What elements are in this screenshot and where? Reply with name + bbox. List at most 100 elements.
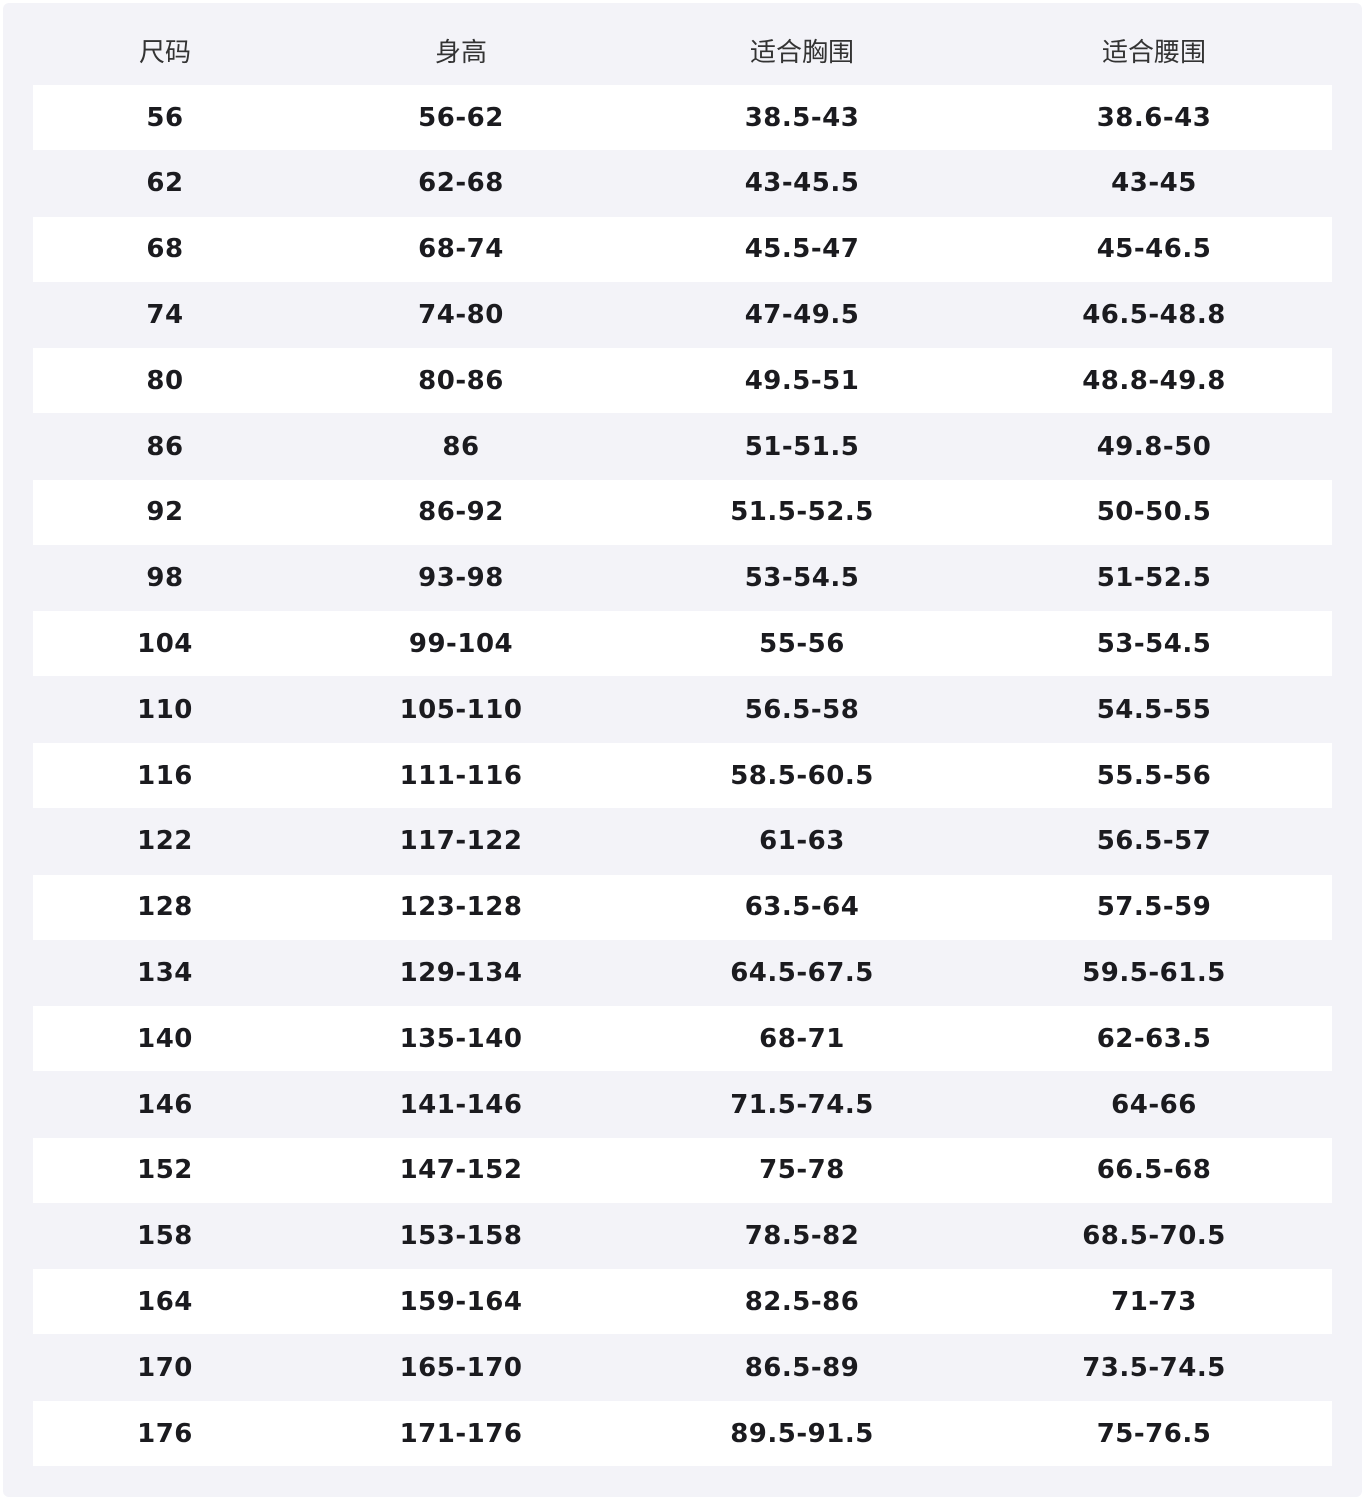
cell-chest: 55-56 <box>759 628 845 659</box>
header-chest: 适合胸围 <box>749 38 855 68</box>
cell-chest: 45.5-47 <box>744 234 860 265</box>
cell-chest: 61-63 <box>759 826 845 857</box>
table-row: 74 74-80 47-49.5 46.5-48.8 <box>33 282 1332 347</box>
cell-chest: 49.5-51 <box>744 365 860 396</box>
cell-waist: 71-73 <box>1111 1286 1197 1317</box>
table-row: 116 111-116 58.5-60.5 55.5-56 <box>33 743 1332 808</box>
cell-waist: 50-50.5 <box>1096 497 1212 528</box>
cell-size: 152 <box>137 1155 193 1186</box>
cell-size: 164 <box>137 1286 193 1317</box>
cell-height: 74-80 <box>418 299 504 330</box>
cell-waist: 66.5-68 <box>1096 1155 1212 1186</box>
table-row: 152 147-152 75-78 66.5-68 <box>33 1137 1332 1203</box>
cell-waist: 45-46.5 <box>1096 234 1212 265</box>
cell-waist: 53-54.5 <box>1096 628 1212 659</box>
cell-chest: 82.5-86 <box>744 1286 860 1317</box>
cell-waist: 56.5-57 <box>1096 826 1212 857</box>
cell-size: 98 <box>146 563 184 594</box>
cell-size: 74 <box>146 299 184 330</box>
cell-height: 147-152 <box>399 1155 523 1186</box>
cell-size: 128 <box>137 892 193 923</box>
cell-chest: 78.5-82 <box>744 1221 860 1252</box>
cell-size: 116 <box>137 760 193 791</box>
cell-chest: 86.5-89 <box>744 1352 860 1383</box>
table-row: 128 123-128 63.5-64 57.5-59 <box>33 874 1332 940</box>
table-row: 146 141-146 71.5-74.5 64-66 <box>33 1072 1332 1137</box>
cell-height: 123-128 <box>399 892 523 923</box>
table-row: 86 86 51-51.5 49.8-50 <box>33 414 1332 479</box>
table-row: 164 159-164 82.5-86 71-73 <box>33 1269 1332 1335</box>
cell-chest: 56.5-58 <box>744 694 860 725</box>
table-row: 158 153-158 78.5-82 68.5-70.5 <box>33 1204 1332 1269</box>
table-row: 98 93-98 53-54.5 51-52.5 <box>33 546 1332 611</box>
cell-height: 141-146 <box>399 1089 523 1120</box>
cell-chest: 51.5-52.5 <box>730 497 874 528</box>
cell-size: 170 <box>137 1352 193 1383</box>
table-row: 56 56-62 38.5-43 38.6-43 <box>33 85 1332 150</box>
cell-height: 153-158 <box>399 1221 523 1252</box>
table-row: 80 80-86 49.5-51 48.8-49.8 <box>33 348 1332 414</box>
cell-height: 105-110 <box>399 694 523 725</box>
cell-height: 86 <box>442 431 480 462</box>
cell-waist: 55.5-56 <box>1096 760 1212 791</box>
cell-size: 140 <box>137 1023 193 1054</box>
table-row: 140 135-140 68-71 62-63.5 <box>33 1006 1332 1072</box>
table-row: 176 171-176 89.5-91.5 75-76.5 <box>33 1401 1332 1466</box>
cell-size: 122 <box>137 826 193 857</box>
cell-height: 135-140 <box>399 1023 523 1054</box>
table-row: 104 99-104 55-56 53-54.5 <box>33 611 1332 677</box>
cell-size: 134 <box>137 957 193 988</box>
table-row: 122 117-122 61-63 56.5-57 <box>33 809 1332 874</box>
cell-size: 146 <box>137 1089 193 1120</box>
cell-chest: 58.5-60.5 <box>730 760 874 791</box>
cell-waist: 51-52.5 <box>1096 563 1212 594</box>
table-row: 92 86-92 51.5-52.5 50-50.5 <box>33 479 1332 545</box>
cell-waist: 49.8-50 <box>1096 431 1212 462</box>
cell-waist: 46.5-48.8 <box>1082 299 1226 330</box>
cell-size: 176 <box>137 1418 193 1449</box>
cell-height: 117-122 <box>399 826 523 857</box>
header-waist: 适合腰围 <box>1101 38 1207 68</box>
cell-chest: 89.5-91.5 <box>730 1418 874 1449</box>
cell-height: 129-134 <box>399 957 523 988</box>
cell-chest: 68-71 <box>759 1023 845 1054</box>
header-height: 身高 <box>434 38 488 68</box>
table-row: 134 129-134 64.5-67.5 59.5-61.5 <box>33 940 1332 1005</box>
cell-height: 93-98 <box>418 563 504 594</box>
table-row: 62 62-68 43-45.5 43-45 <box>33 151 1332 216</box>
header-size: 尺码 <box>138 38 192 68</box>
cell-size: 92 <box>146 497 184 528</box>
cell-waist: 48.8-49.8 <box>1082 365 1226 396</box>
cell-size: 86 <box>146 431 184 462</box>
cell-height: 159-164 <box>399 1286 523 1317</box>
cell-chest: 71.5-74.5 <box>730 1089 874 1120</box>
cell-chest: 75-78 <box>759 1155 845 1186</box>
cell-waist: 73.5-74.5 <box>1082 1352 1226 1383</box>
cell-waist: 62-63.5 <box>1096 1023 1212 1054</box>
cell-height: 165-170 <box>399 1352 523 1383</box>
cell-size: 62 <box>146 168 184 199</box>
cell-height: 68-74 <box>418 234 504 265</box>
cell-height: 62-68 <box>418 168 504 199</box>
cell-height: 99-104 <box>408 628 514 659</box>
size-chart-panel: 尺码 身高 适合胸围 适合腰围 56 56-62 38.5-43 38.6-43 62 6… <box>3 3 1362 1497</box>
cell-chest: 64.5-67.5 <box>730 957 874 988</box>
cell-size: 68 <box>146 234 184 265</box>
cell-waist: 54.5-55 <box>1096 694 1212 725</box>
cell-height: 56-62 <box>418 102 504 133</box>
cell-size: 104 <box>137 628 193 659</box>
cell-size: 56 <box>146 102 184 133</box>
cell-chest: 63.5-64 <box>744 892 860 923</box>
cell-waist: 43-45 <box>1111 168 1197 199</box>
table-row: 68 68-74 45.5-47 45-46.5 <box>33 216 1332 282</box>
cell-waist: 64-66 <box>1111 1089 1197 1120</box>
cell-chest: 51-51.5 <box>744 431 860 462</box>
cell-chest: 38.5-43 <box>744 102 860 133</box>
cell-waist: 75-76.5 <box>1096 1418 1212 1449</box>
cell-chest: 47-49.5 <box>744 299 860 330</box>
cell-chest: 43-45.5 <box>744 168 860 199</box>
cell-size: 158 <box>137 1221 193 1252</box>
cell-height: 111-116 <box>399 760 523 791</box>
cell-waist: 59.5-61.5 <box>1082 957 1226 988</box>
cell-size: 110 <box>137 694 193 725</box>
